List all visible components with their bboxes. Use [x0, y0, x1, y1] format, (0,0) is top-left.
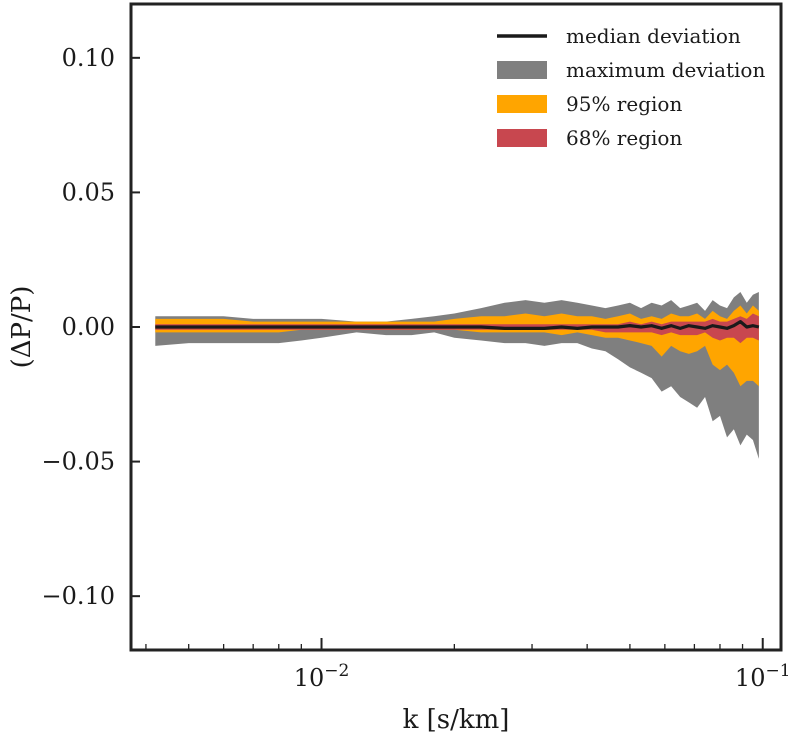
x-axis-ticks: 10−2 10−1	[145, 638, 788, 692]
y-tick-label: −0.10	[41, 582, 115, 610]
legend-maximum-deviation-swatch	[497, 61, 547, 79]
median-deviation-line	[155, 320, 760, 330]
y-tick-label: 0.10	[62, 44, 115, 72]
legend-68-region-swatch	[497, 129, 547, 147]
plot-area	[155, 292, 760, 459]
x-tick-label: 10−2	[294, 661, 350, 692]
legend: median deviation maximum deviation 95% reg…	[497, 24, 765, 150]
y-tick-label: 0.05	[62, 178, 115, 206]
legend-95-region-swatch	[497, 95, 547, 113]
x-axis-title: k [s/km]	[403, 705, 510, 735]
y-axis-title: (ΔP/P)	[7, 286, 37, 369]
legend-95-region-label: 95% region	[566, 92, 682, 116]
x-tick-label: 10−1	[735, 661, 788, 692]
y-axis-ticks: −0.10 −0.05 0.00 0.05 0.10	[41, 44, 140, 610]
legend-maximum-deviation-label: maximum deviation	[566, 58, 765, 82]
y-tick-label: −0.05	[41, 448, 115, 476]
y-tick-label: 0.00	[62, 313, 115, 341]
legend-median-deviation-label: median deviation	[566, 24, 741, 48]
legend-68-region-label: 68% region	[566, 126, 682, 150]
bands	[155, 292, 759, 459]
lines	[155, 320, 760, 330]
plot-frame	[129, 2, 783, 652]
